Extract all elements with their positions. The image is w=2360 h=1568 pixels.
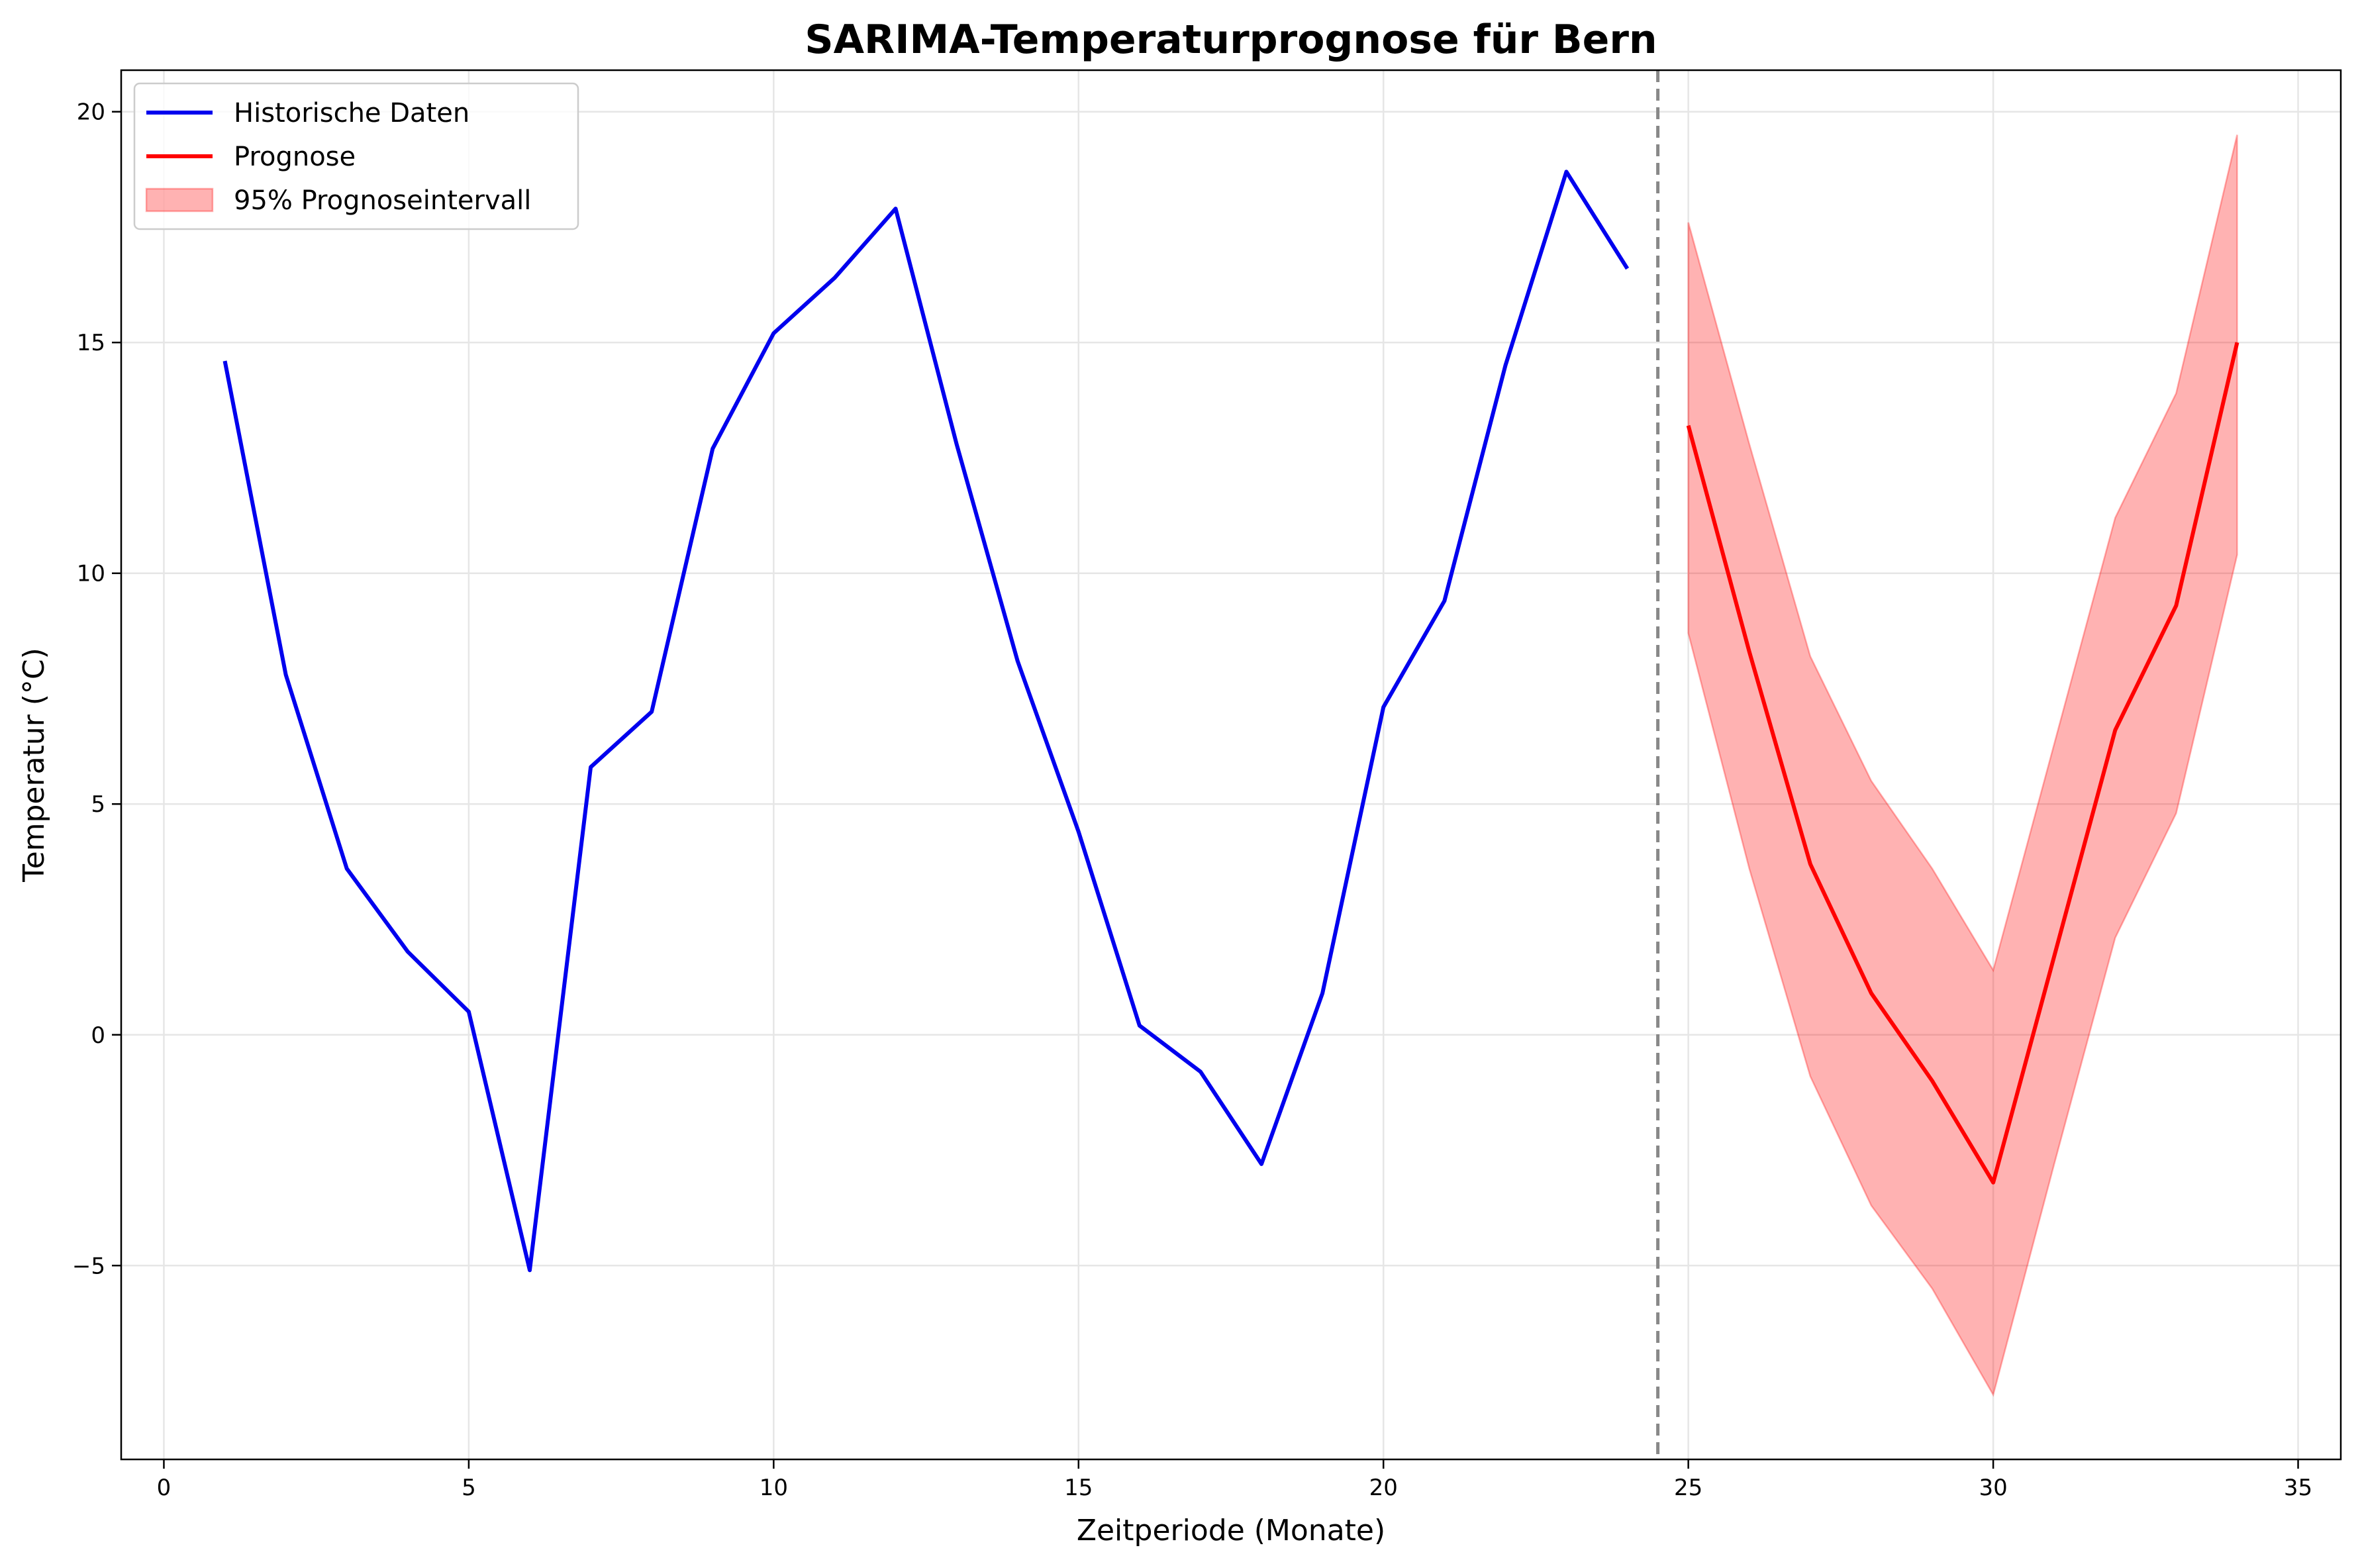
x-tick-label-1: 5 — [462, 1475, 476, 1501]
x-tick-label-7: 35 — [2284, 1475, 2312, 1501]
legend-box — [133, 82, 579, 230]
series-line-0 — [222, 170, 1630, 1273]
y-axis-ticks: −5 0 5 10 15 20 — [72, 99, 121, 1279]
y-tick-label-5: 20 — [77, 99, 105, 126]
y-tick-label-1: 0 — [91, 1022, 105, 1049]
grid — [121, 70, 2341, 1459]
chart-title: SARIMA-Temperaturprognose für Bern — [805, 17, 1657, 63]
legend-label-interval: 95% Prognoseintervall — [234, 185, 531, 216]
x-tick-label-5: 25 — [1674, 1475, 1702, 1501]
x-axis-label: Zeitperiode (Monate) — [1077, 1514, 1385, 1547]
y-tick-label-4: 15 — [77, 330, 105, 356]
x-tick-label-4: 20 — [1369, 1475, 1398, 1501]
legend-label-forecast: Prognose — [234, 142, 356, 172]
prediction-interval-band — [1687, 134, 2238, 1397]
legend: Historische Daten Prognose 95% Prognosei… — [133, 82, 579, 230]
y-tick-label-2: 5 — [91, 791, 105, 818]
x-tick-label-2: 10 — [760, 1475, 788, 1501]
legend-label-historical: Historische Daten — [234, 98, 469, 128]
series-line-1 — [1686, 342, 2239, 1185]
y-axis-label: Temperatur (°C) — [17, 648, 51, 883]
y-tick-label-3: 10 — [77, 561, 105, 587]
x-tick-label-3: 15 — [1064, 1475, 1093, 1501]
x-tick-label-0: 0 — [157, 1475, 172, 1501]
series-lines — [222, 170, 2239, 1273]
legend-swatch-interval — [145, 187, 214, 213]
y-tick-label-0: −5 — [72, 1253, 105, 1279]
interval-band — [1687, 134, 2238, 1397]
plot-frame — [120, 69, 2342, 1461]
x-axis-ticks: 0 5 10 15 20 25 30 35 — [157, 1459, 2312, 1501]
x-tick-label-6: 30 — [1979, 1475, 2007, 1501]
